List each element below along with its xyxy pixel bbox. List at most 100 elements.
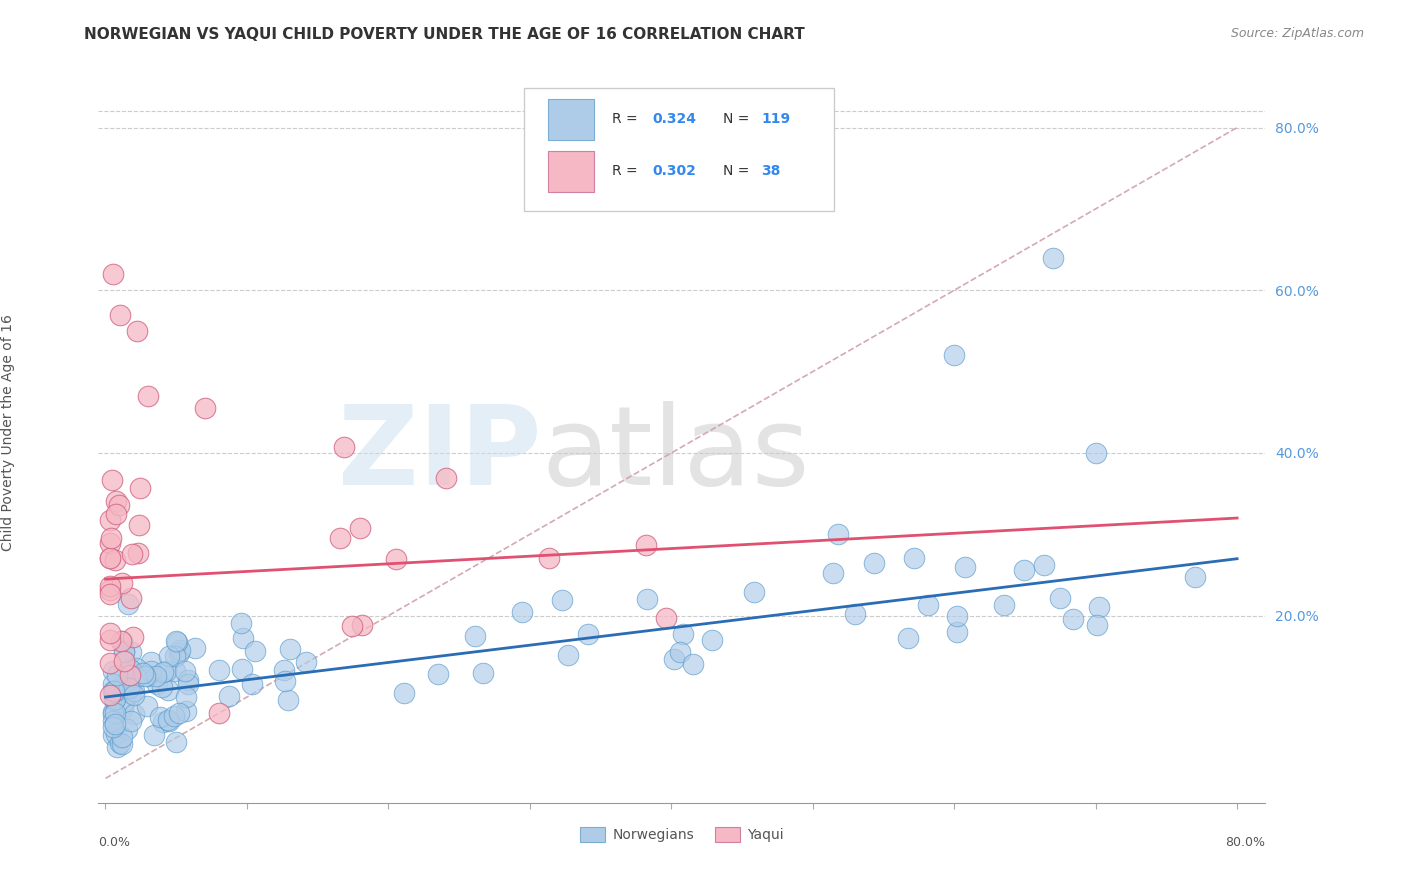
Point [943,348,966,362]
Point [157,648,180,663]
Point [243,644,266,658]
Point [329,531,352,545]
Text: R =: R = [612,112,643,127]
Point [127,324,149,338]
Point [105,684,128,698]
Point [127,546,149,560]
Point [945,625,967,640]
Point [122,684,145,698]
Point [821,566,844,580]
Point [903,551,925,566]
Point [278,641,301,656]
Point [394,686,416,700]
Point [125,670,148,684]
Text: N =: N = [723,112,754,127]
Point [295,656,318,670]
Point [1042,251,1064,265]
Point [105,667,128,681]
Point [98,688,121,702]
Point [112,643,135,657]
Y-axis label: Child Poverty Under the Age of 16: Child Poverty Under the Age of 16 [1,314,15,551]
Point [672,626,695,640]
Point [111,737,134,751]
Point [98,579,121,593]
Point [184,641,207,656]
Point [122,688,145,702]
Point [117,681,139,696]
Text: 80.0%: 80.0% [1226,836,1265,849]
Point [152,665,174,679]
Point [662,652,685,666]
Point [98,551,121,566]
Point [945,608,967,623]
Point [136,389,159,403]
Point [149,709,172,723]
Point [121,547,143,561]
Point [112,645,135,659]
Point [108,736,131,750]
Point [510,606,533,620]
Point [163,664,186,678]
Point [169,642,191,657]
Point [121,665,143,679]
Point [174,704,197,718]
Point [682,657,704,671]
Point [169,706,191,720]
Point [862,556,884,570]
Point [342,618,364,632]
Point [165,648,187,663]
Point [98,587,121,601]
FancyBboxPatch shape [548,99,595,140]
Point [152,714,174,729]
Point [118,668,141,682]
Point [993,598,1015,612]
Point [177,673,200,687]
Point [101,684,124,698]
Point [131,666,153,681]
Point [1062,612,1084,626]
Legend: Norwegians, Yaqui: Norwegians, Yaqui [575,822,789,847]
Text: R =: R = [612,164,643,178]
Point [156,683,179,698]
Point [1012,563,1035,577]
Point [142,728,165,742]
Point [101,714,124,728]
Point [157,714,180,729]
Point [112,653,135,667]
Point [193,401,215,416]
Point [101,706,124,721]
Point [917,599,939,613]
Point [107,498,129,512]
Point [139,655,162,669]
Point [1088,600,1111,615]
Point [103,684,125,698]
Point [100,531,122,545]
Point [112,695,135,709]
Point [350,618,373,632]
Point [98,625,121,640]
Text: atlas: atlas [541,401,810,508]
Point [98,535,121,549]
Point [165,634,187,648]
Point [557,648,579,662]
Point [155,664,177,678]
Point [232,632,254,646]
Point [240,676,263,690]
Point [104,692,127,706]
Text: ZIP: ZIP [339,401,541,508]
Point [703,178,725,192]
Point [124,661,146,675]
Point [1087,618,1109,632]
Point [742,585,765,599]
Point [174,690,197,705]
Point [274,673,297,688]
Point [128,518,150,533]
Point [150,680,173,694]
Point [464,629,486,643]
Point [166,635,188,649]
Point [167,646,190,660]
Point [120,686,142,700]
Text: Source: ZipAtlas.com: Source: ZipAtlas.com [1230,27,1364,40]
Point [156,714,179,728]
Point [207,663,229,677]
